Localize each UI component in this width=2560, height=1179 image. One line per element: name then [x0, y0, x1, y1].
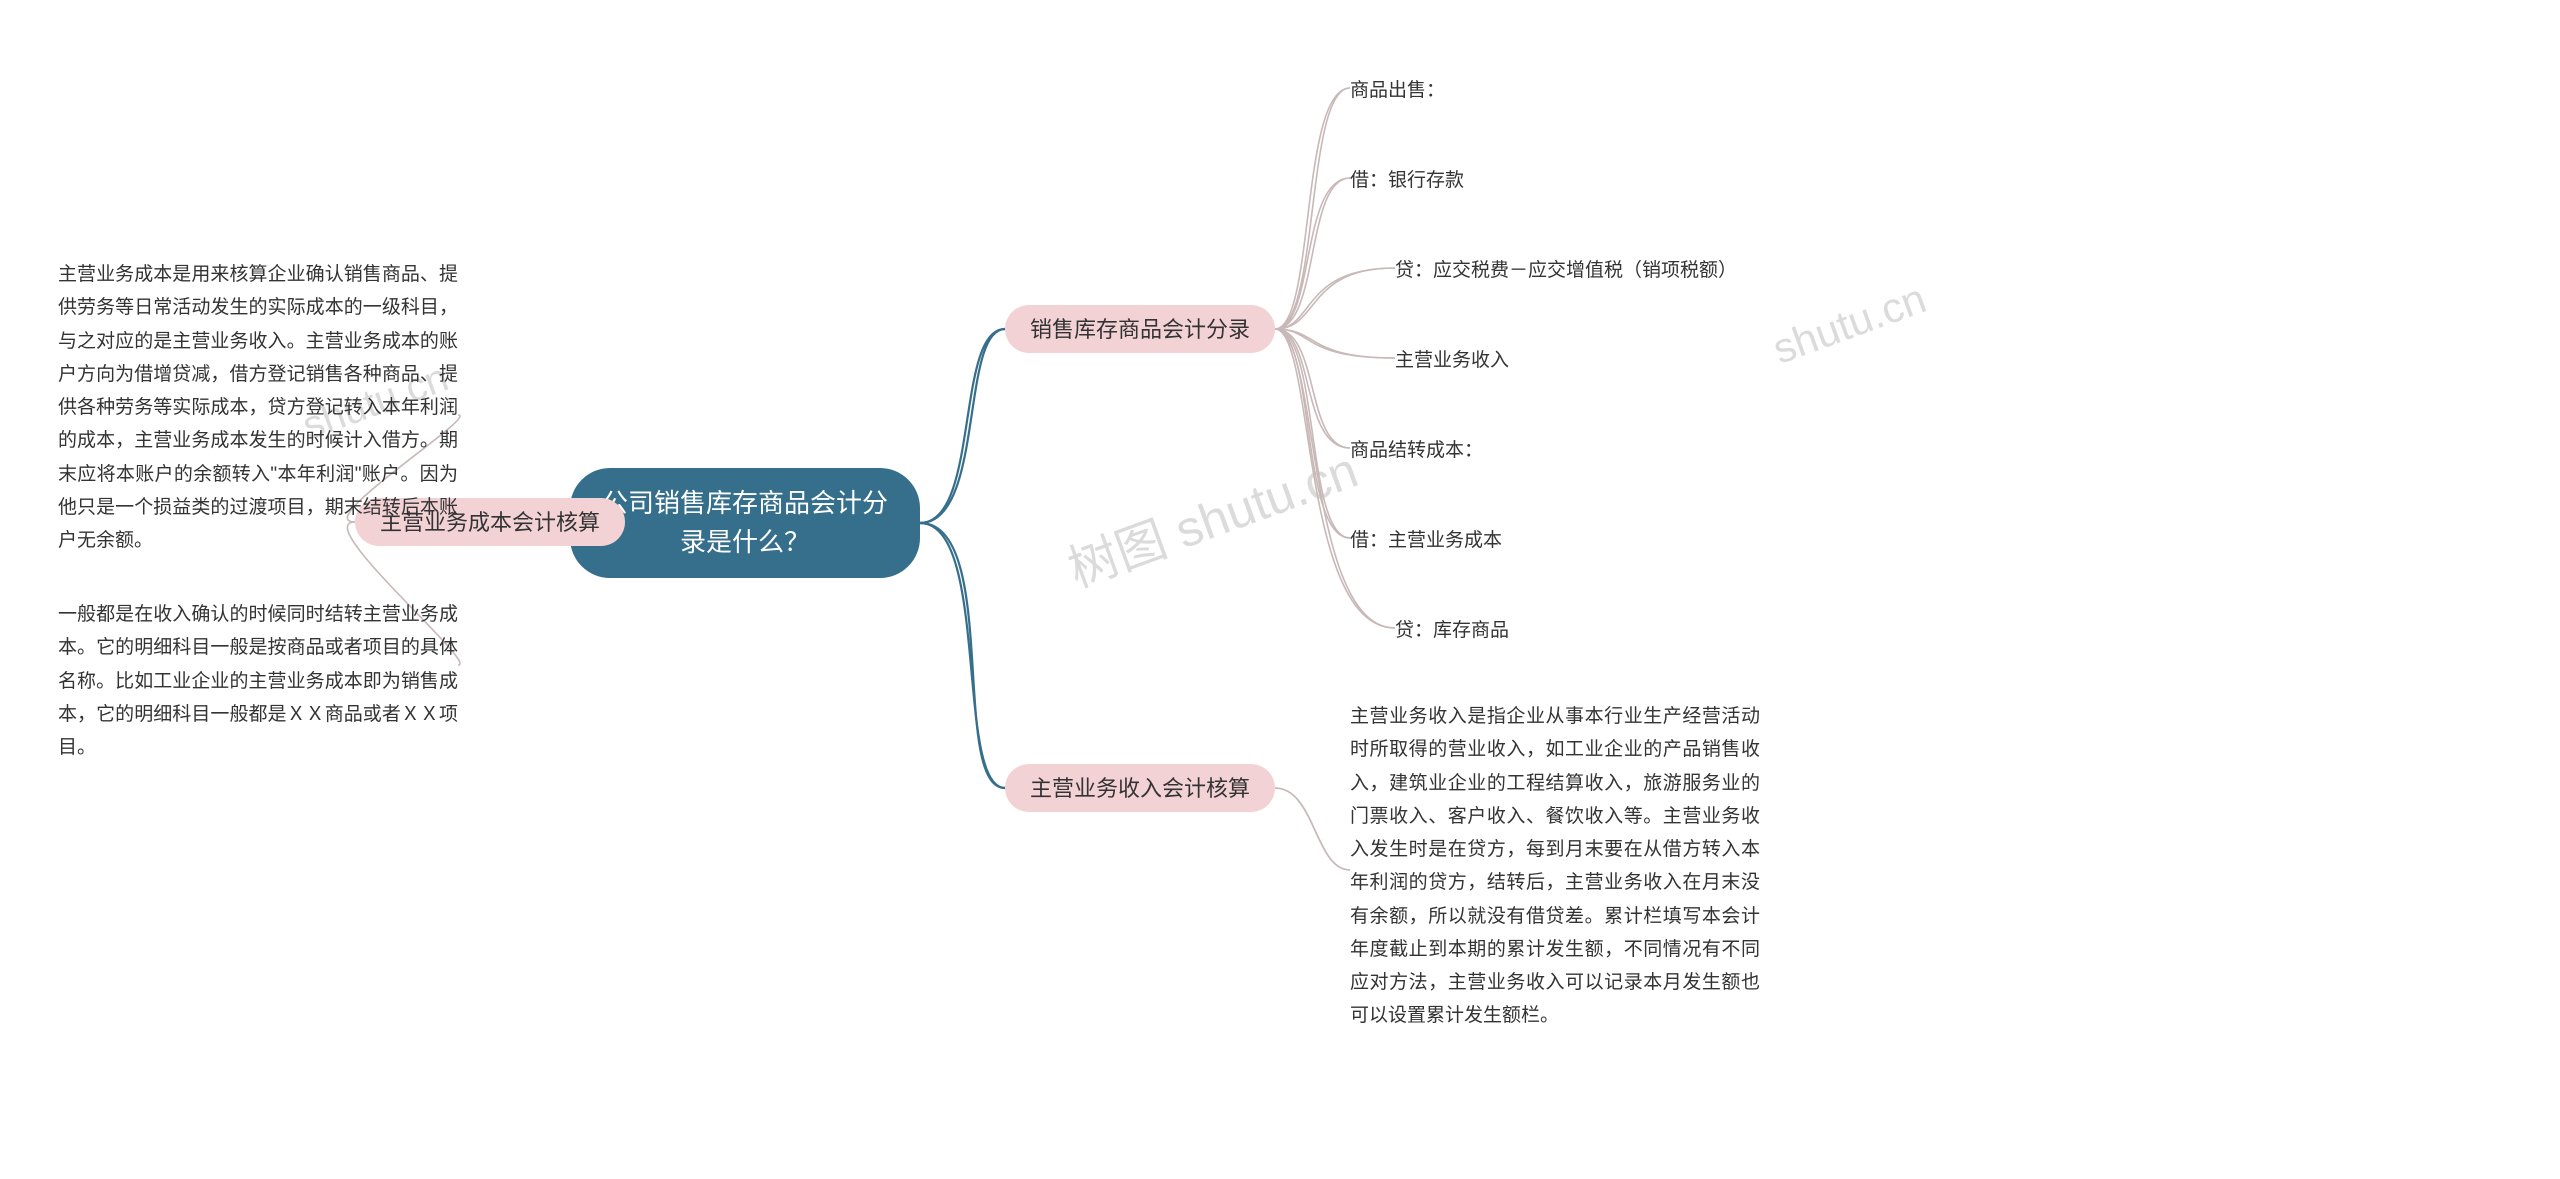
leaf-r1-6: 借：主营业务成本	[1350, 524, 1502, 557]
leaf-r1-4: 主营业务收入	[1395, 344, 1509, 377]
branch-main-revenue: 主营业务收入会计核算	[1005, 764, 1275, 812]
root-line1: 公司销售库存商品会计分	[602, 488, 888, 518]
leaf-r1-2: 借：银行存款	[1350, 164, 1464, 197]
leaf-r1-7: 贷：库存商品	[1395, 614, 1509, 647]
mindmap-edges	[0, 0, 2560, 1179]
leaf-l-para1: 主营业务成本是用来核算企业确认销售商品、提供劳务等日常活动发生的实际成本的一级科…	[58, 258, 458, 557]
leaf-r1-5: 商品结转成本：	[1350, 434, 1483, 467]
root-line2: 录是什么？	[680, 527, 810, 557]
leaf-r2-para: 主营业务收入是指企业从事本行业生产经营活动时所取得的营业收入，如工业企业的产品销…	[1350, 700, 1760, 1033]
branch-sales-entries: 销售库存商品会计分录	[1005, 305, 1275, 353]
edges-final	[0, 0, 2560, 1179]
leaf-l-para2: 一般都是在收入确认的时候同时结转主营业务成本。它的明细科目一般是按商品或者项目的…	[58, 598, 458, 764]
leaf-r1-1: 商品出售：	[1350, 74, 1445, 107]
leaf-r1-3: 贷：应交税费－应交增值税（销项税额）	[1395, 254, 1737, 287]
watermark: 树图 shutu.cn	[1057, 430, 1366, 601]
mindmap-edges-left	[0, 0, 2560, 1179]
watermark: shutu.cn	[1767, 274, 1933, 373]
